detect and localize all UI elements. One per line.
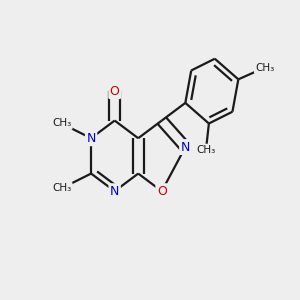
Text: CH₃: CH₃ [52,118,71,128]
Text: CH₃: CH₃ [196,145,216,155]
Text: CH₃: CH₃ [52,183,71,193]
Text: N: N [86,132,96,145]
Text: O: O [110,85,120,98]
Text: CH₃: CH₃ [255,63,274,73]
Text: O: O [157,185,167,198]
Text: N: N [181,141,190,154]
Text: N: N [110,185,119,198]
